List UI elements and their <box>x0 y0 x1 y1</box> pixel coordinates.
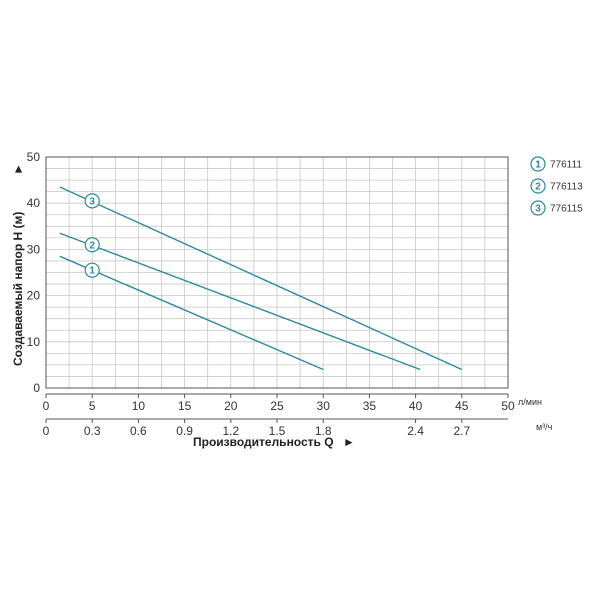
legend-marker-icon <box>530 178 546 194</box>
marker-circle-icon <box>84 237 100 253</box>
x-unit-label: л/мин <box>518 397 542 407</box>
x-axis-arrow-icon: ► <box>343 435 355 449</box>
x-tick-label: 5 <box>89 399 96 413</box>
marker-number: 1 <box>89 266 95 277</box>
grid <box>45 156 509 389</box>
y-axis-title: Создаваемый напор H (м) <box>11 212 25 366</box>
legend-item-776111: 1 776111 <box>530 156 582 172</box>
legend-label: 776113 <box>550 182 583 193</box>
series-markers: 1 2 3 <box>84 193 100 278</box>
curve-marker-3: 3 <box>84 193 100 209</box>
legend-marker-number: 1 <box>535 160 541 171</box>
marker-circle-icon <box>84 193 100 209</box>
curve-marker-2: 2 <box>84 237 100 253</box>
x-axis-title: Производительность Q <box>193 435 334 449</box>
x2-tick-label: 1.8 <box>315 424 332 438</box>
x-tick-label: 25 <box>270 399 284 413</box>
marker-number: 3 <box>89 196 95 207</box>
legend-item-776115: 3 776115 <box>530 200 583 216</box>
y-tick-label: 20 <box>27 289 41 303</box>
x2-tick-label: 1.5 <box>269 424 286 438</box>
x-tick-label: 40 <box>409 399 423 413</box>
tick-labels: 0 5 10 15 20 25 30 35 40 45 500 0.3 0.6 0.9 1.2 1.5 1.8 2… <box>27 150 515 438</box>
x-tick-label: 35 <box>363 399 377 413</box>
y-tick-label: 30 <box>27 242 41 256</box>
y-tick-label: 50 <box>27 150 41 164</box>
x2-tick-label: 0.6 <box>130 424 147 438</box>
series-lines <box>59 186 463 371</box>
x-tick-label: 10 <box>132 399 146 413</box>
axes <box>45 156 509 423</box>
x2-tick-label: 0.9 <box>176 424 193 438</box>
y-tick-label: 10 <box>27 335 41 349</box>
x2-tick-label: 1.2 <box>222 424 239 438</box>
legend-item-776113: 2 776113 <box>530 178 583 194</box>
marker-circle-icon <box>84 262 100 278</box>
legend-marker-icon <box>530 200 546 216</box>
x2-tick-label: 0 <box>43 424 50 438</box>
x-tick-label: 50 <box>501 399 515 413</box>
legend: 1 776111 2 776113 3 776115 <box>530 156 583 216</box>
series-line-776111 <box>59 255 324 371</box>
x-tick-label: 45 <box>455 399 469 413</box>
y-axis-arrow-icon: ► <box>11 163 25 175</box>
y-tick-label: 0 <box>33 381 40 395</box>
x2-tick-label: 0.3 <box>84 424 101 438</box>
marker-number: 2 <box>89 240 95 251</box>
curve-marker-1: 1 <box>84 262 100 278</box>
series-line-776115 <box>59 186 463 371</box>
y-tick-label: 40 <box>27 196 41 210</box>
x-tick-label: 15 <box>178 399 192 413</box>
x-tick-label: 0 <box>43 399 50 413</box>
legend-marker-number: 2 <box>535 182 541 193</box>
legend-marker-number: 3 <box>535 204 541 215</box>
x2-unit-label: м³/ч <box>536 422 553 432</box>
x-tick-label: 20 <box>224 399 238 413</box>
series-line-776113 <box>59 232 421 371</box>
x2-tick-label: 2.7 <box>453 424 470 438</box>
legend-marker-icon <box>530 156 546 172</box>
legend-label: 776111 <box>550 160 582 171</box>
legend-label: 776115 <box>550 204 583 215</box>
x2-tick-label: 2.4 <box>407 424 424 438</box>
x-tick-label: 30 <box>317 399 331 413</box>
plot-border <box>45 156 509 389</box>
